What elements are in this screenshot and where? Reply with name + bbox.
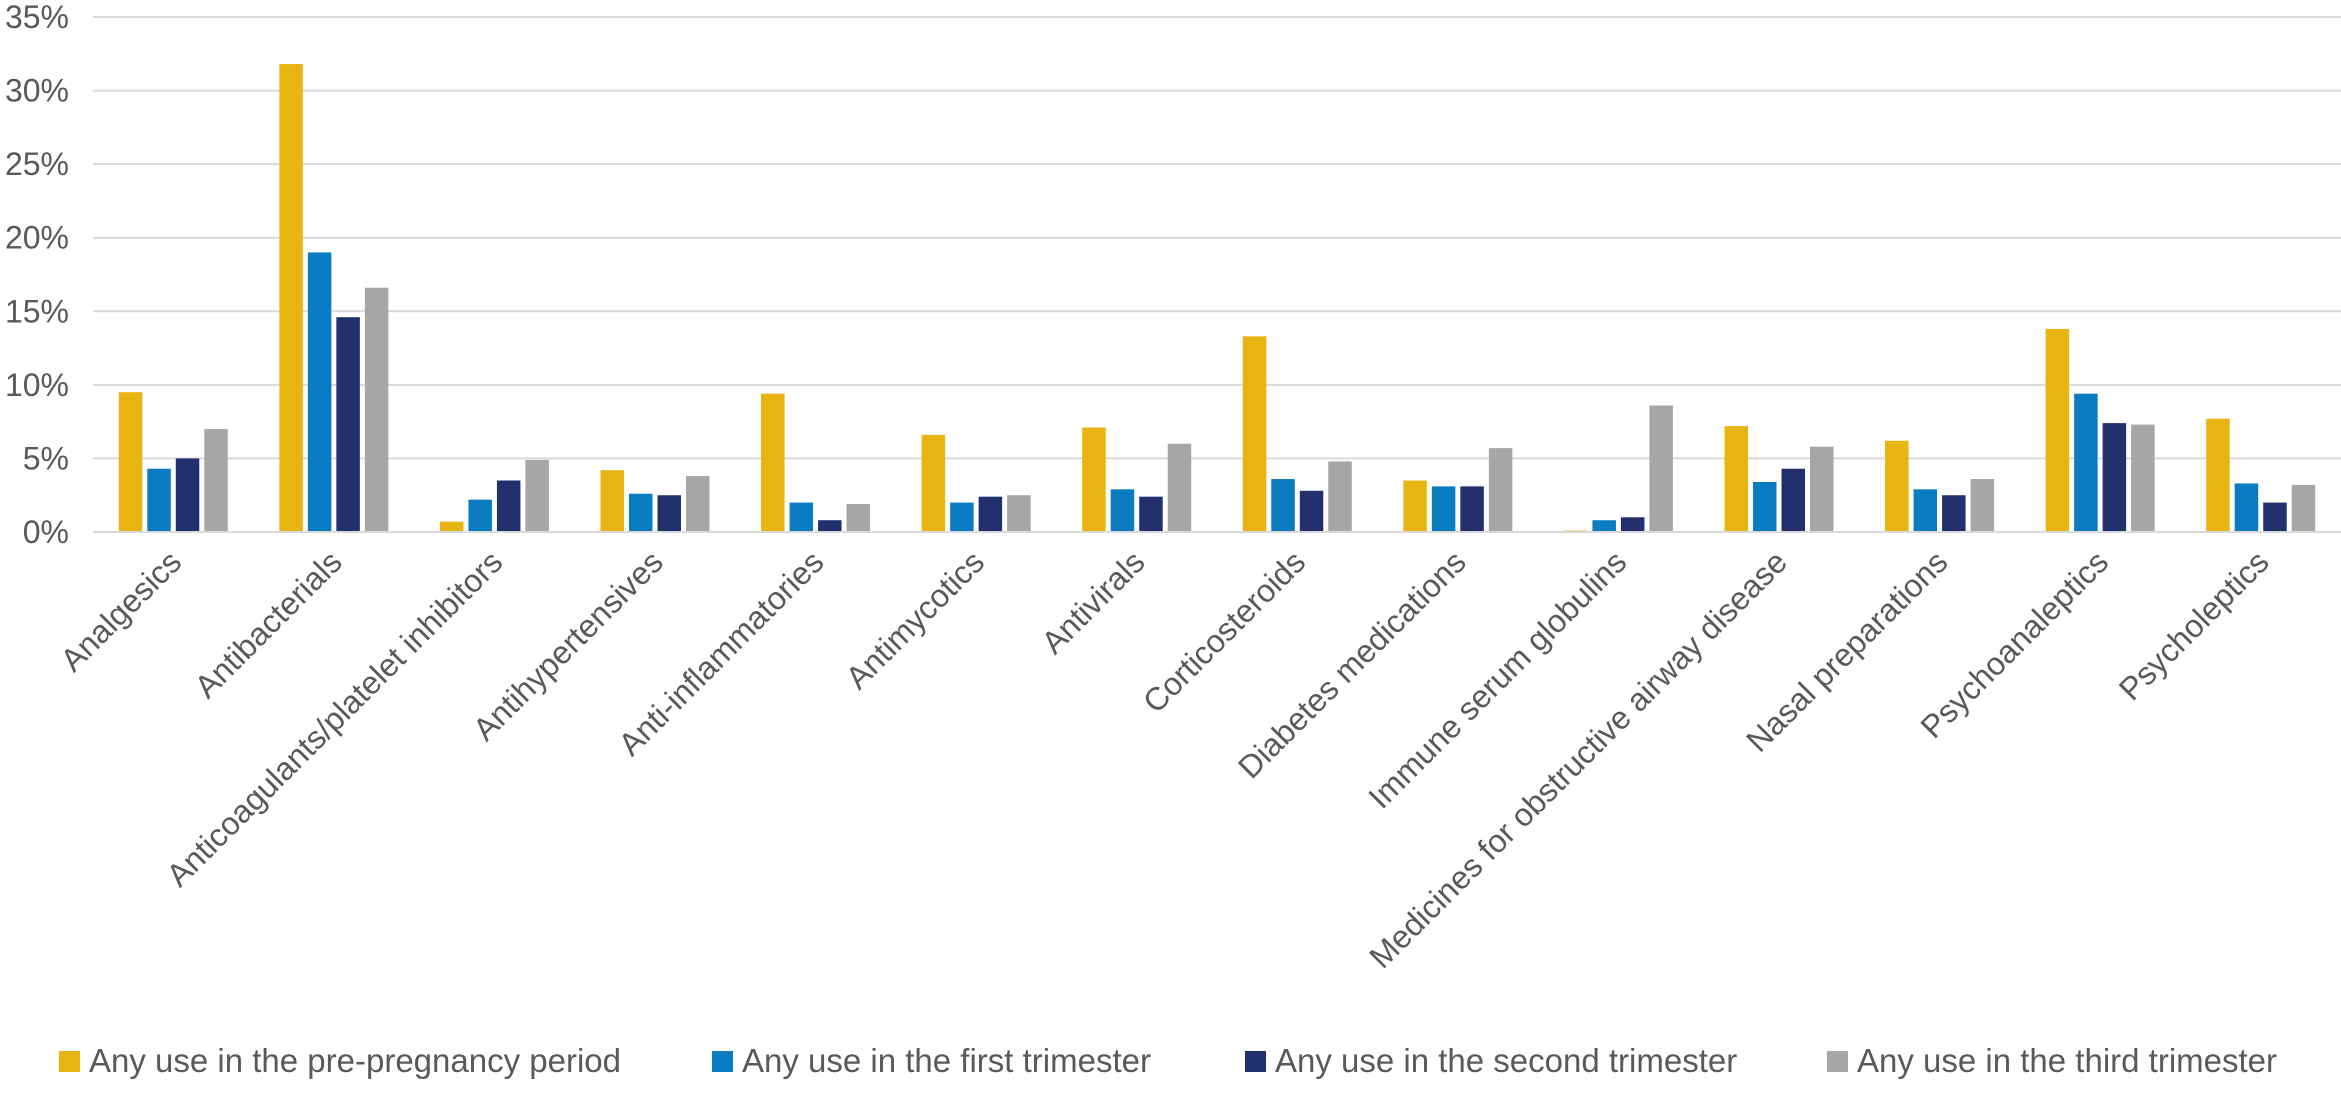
category-label: Anticoagulants/platelet inhibitors: [159, 543, 509, 893]
bar: [1970, 479, 1995, 532]
bar: [1139, 496, 1163, 532]
bar: [1885, 440, 1909, 532]
bar: [1403, 480, 1427, 532]
bar: [1942, 495, 1966, 532]
bar: [1460, 486, 1484, 532]
bar: [686, 476, 710, 532]
bar: [1649, 405, 1673, 532]
y-tick-label: 20%: [5, 220, 69, 256]
category-labels: Analgesics AntibacterialsAnticoagulants/p…: [53, 543, 2275, 975]
bar: [629, 493, 653, 532]
legend-item: Any use in the second trimester: [1245, 1042, 1737, 1079]
bar: [1431, 486, 1456, 532]
bar: [2263, 502, 2287, 532]
legend-label: Any use in the second trimester: [1275, 1042, 1737, 1079]
legend-swatch: [59, 1051, 80, 1072]
legend-label: Any use in the third trimester: [1857, 1042, 2277, 1079]
bar: [1913, 489, 1938, 532]
legend: Any use in the pre-pregnancy period Any u…: [59, 1042, 2277, 1079]
legend-swatch: [1827, 1051, 1848, 1072]
bars: [118, 64, 2316, 532]
bar: [204, 429, 228, 532]
y-tick-label: 25%: [5, 146, 69, 182]
y-tick-label: 35%: [5, 0, 69, 35]
bar: [818, 520, 842, 532]
bar: [1271, 479, 1295, 532]
bar: [118, 392, 143, 532]
legend-item: Any use in the third trimester: [1827, 1042, 2277, 1079]
category-label: Antimycotics: [839, 543, 991, 695]
bar: [2234, 483, 2259, 532]
bar: [468, 499, 492, 532]
bar: [2206, 418, 2230, 532]
legend-label: Any use in the first trimester: [742, 1042, 1151, 1079]
bar: [1167, 443, 1192, 532]
bar: [279, 64, 303, 532]
bar: [1007, 495, 1031, 532]
bar: [2102, 423, 2127, 532]
bar: [761, 393, 785, 532]
bar: [1110, 489, 1135, 532]
bar: [1082, 427, 1106, 532]
y-tick-label: 5%: [23, 440, 69, 476]
legend-swatch: [1245, 1051, 1266, 1072]
bar: [789, 502, 814, 532]
bar: [1620, 517, 1645, 532]
bar: [364, 287, 389, 532]
legend-item: Any use in the pre-pregnancy period: [59, 1042, 621, 1079]
bar: [846, 504, 871, 532]
bar: [1592, 520, 1616, 532]
y-axis-tick-labels: 0% 5% 10% 15% 20% 25% 30% 35%: [5, 0, 69, 550]
bar: [1753, 481, 1777, 532]
bar: [1299, 490, 1324, 532]
legend-swatch: [712, 1051, 733, 1072]
bar: [657, 495, 681, 532]
bar: [1781, 468, 1805, 532]
bar: [1810, 446, 1834, 532]
bar: [2045, 328, 2070, 532]
y-tick-label: 0%: [23, 514, 69, 550]
bar: [1328, 461, 1352, 532]
gridlines: [93, 16, 2341, 460]
bar: [600, 470, 624, 532]
y-tick-label: 10%: [5, 367, 69, 403]
bar: [147, 468, 171, 532]
bar: [525, 459, 549, 532]
category-label: Antibacterials: [188, 543, 349, 704]
legend-item: Any use in the first trimester: [712, 1042, 1151, 1079]
bar: [307, 252, 332, 532]
bar: [336, 317, 360, 532]
category-label: Analgesics: [53, 543, 188, 678]
bar: [978, 496, 1003, 532]
bar: [496, 480, 521, 532]
bar: [2131, 424, 2155, 532]
bar: [950, 502, 974, 532]
bar: [2291, 484, 2316, 532]
category-label: Corticosteroids: [1136, 543, 1312, 719]
bar: [2074, 393, 2098, 532]
category-label: Antivirals: [1034, 543, 1151, 660]
bar: [1488, 448, 1513, 532]
y-tick-label: 30%: [5, 73, 69, 109]
bar: [921, 434, 946, 532]
legend-label: Any use in the pre-pregnancy period: [89, 1042, 621, 1079]
bar: [439, 521, 464, 532]
bar: [175, 458, 200, 532]
y-tick-label: 15%: [5, 293, 69, 329]
bar: [1242, 336, 1267, 532]
category-label: Immune serum globulins: [1361, 543, 1633, 815]
bar: [1724, 426, 1748, 532]
category-label: Psycholeptics: [2112, 543, 2276, 707]
